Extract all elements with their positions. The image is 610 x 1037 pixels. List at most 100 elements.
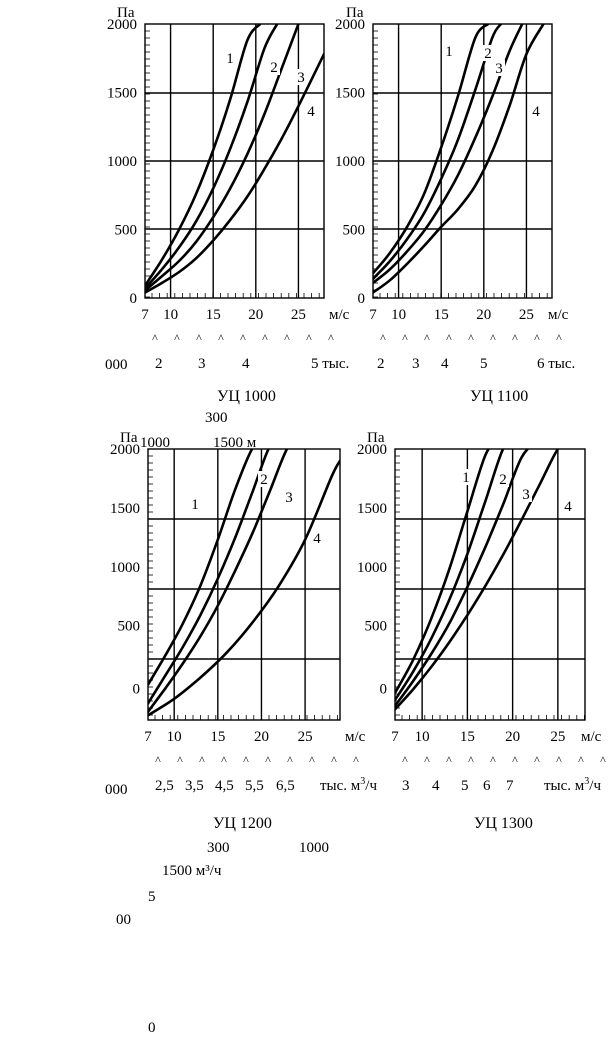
series-curve-2 bbox=[373, 24, 503, 281]
curve-label-bg bbox=[258, 471, 270, 487]
y-tick-label: 1500 bbox=[110, 501, 140, 517]
flow-tick-mark: ^ bbox=[265, 753, 271, 767]
curve-label-bg bbox=[493, 60, 505, 76]
x-tick-label: 20 bbox=[476, 307, 491, 323]
flow-axis-label: 2,5 bbox=[155, 778, 174, 794]
x-tick-label: 25 bbox=[550, 729, 565, 745]
flow-axis-label: тыс. м3/ч bbox=[320, 776, 377, 794]
curve-label-bg bbox=[443, 43, 455, 59]
y-axis-label: Па bbox=[367, 430, 385, 446]
curve-label-4: 4 bbox=[313, 531, 321, 547]
chart-title-uc1300: УЦ 1300 bbox=[474, 815, 533, 832]
curve-label-bg bbox=[520, 486, 532, 502]
y-tick-label: 500 bbox=[343, 223, 366, 239]
y-axis-label: Па bbox=[120, 430, 138, 446]
flow-tick-mark: ^ bbox=[306, 331, 312, 345]
flow-tick-mark: ^ bbox=[155, 753, 161, 767]
flow-tick-mark: ^ bbox=[490, 753, 496, 767]
curve-label-bg bbox=[460, 469, 472, 485]
flow-tick-mark: ^ bbox=[600, 753, 606, 767]
flow-tick-mark: ^ bbox=[177, 753, 183, 767]
y-tick-label: 1000 bbox=[335, 154, 365, 170]
series-curve-1 bbox=[395, 449, 491, 695]
y-tick-label: 1000 bbox=[107, 154, 137, 170]
curve-label-bg bbox=[311, 530, 323, 546]
curve-label-bg bbox=[305, 103, 317, 119]
series-curve-4 bbox=[148, 459, 340, 717]
flow-axis-label: 6,5 bbox=[276, 778, 295, 794]
curve-label-4: 4 bbox=[532, 104, 540, 120]
y-tick-label: 500 bbox=[115, 223, 138, 239]
series-curve-4 bbox=[395, 449, 560, 711]
flow-tick-mark: ^ bbox=[328, 331, 334, 345]
flow-tick-mark: ^ bbox=[402, 753, 408, 767]
series-curve-1 bbox=[148, 449, 254, 686]
curve-label-bg bbox=[530, 103, 542, 119]
flow-axis-label: 3 bbox=[402, 778, 410, 794]
stray-text: 300 bbox=[205, 410, 228, 426]
curve-label-1: 1 bbox=[226, 51, 234, 67]
chart-title-uc1000: УЦ 1000 bbox=[217, 388, 276, 405]
flow-tick-mark: ^ bbox=[221, 753, 227, 767]
x-tick-label: 20 bbox=[505, 729, 520, 745]
y-tick-label: 2000 bbox=[335, 17, 365, 33]
curve-label-bg bbox=[283, 489, 295, 505]
flow-axis-label: 2 bbox=[155, 356, 163, 372]
flow-axis-label: 4,5 bbox=[215, 778, 234, 794]
flow-tick-mark: ^ bbox=[284, 331, 290, 345]
stray-text: 1000 bbox=[140, 435, 170, 451]
x-tick-label: 10 bbox=[391, 307, 406, 323]
curve-label-2: 2 bbox=[499, 472, 507, 488]
series-curve-1 bbox=[373, 24, 490, 275]
flow-tick-mark: ^ bbox=[243, 753, 249, 767]
series-curve-2 bbox=[395, 449, 505, 702]
y-tick-label: 0 bbox=[380, 682, 388, 698]
curve-label-bg bbox=[189, 496, 201, 512]
x-tick-label: 15 bbox=[206, 307, 221, 323]
x-tick-label: 25 bbox=[291, 307, 306, 323]
series-curve-1 bbox=[145, 24, 262, 287]
y-tick-label: 2000 bbox=[357, 442, 387, 458]
flow-axis-label: 5 bbox=[461, 778, 469, 794]
x-tick-label: 10 bbox=[415, 729, 430, 745]
curve-label-2: 2 bbox=[270, 60, 278, 76]
series-curve-4 bbox=[373, 24, 545, 294]
flow-axis-label: 3 bbox=[198, 356, 206, 372]
curve-label-bg bbox=[497, 471, 509, 487]
x-tick-label: 20 bbox=[254, 729, 269, 745]
curve-label-bg bbox=[482, 45, 494, 61]
x-tick-label: 15 bbox=[460, 729, 475, 745]
x-tick-label: 7 bbox=[144, 729, 152, 745]
curve-label-3: 3 bbox=[285, 490, 293, 506]
y-tick-label: 2000 bbox=[107, 17, 137, 33]
flow-axis-label: тыс. м3/ч bbox=[544, 776, 601, 794]
flow-axis-label: 3,5 bbox=[185, 778, 204, 794]
x-tick-label: 7 bbox=[391, 729, 399, 745]
x-axis-label: м/с bbox=[345, 729, 366, 745]
flow-axis-label: 6 тыс. bbox=[537, 356, 575, 372]
flow-tick-mark: ^ bbox=[262, 331, 268, 345]
flow-axis-label: 3 bbox=[412, 356, 420, 372]
flow-tick-mark: ^ bbox=[287, 753, 293, 767]
y-tick-label: 0 bbox=[358, 291, 366, 307]
flow-tick-mark: ^ bbox=[556, 753, 562, 767]
flow-tick-mark: ^ bbox=[512, 753, 518, 767]
stray-text: 00 bbox=[116, 912, 131, 928]
x-tick-label: 15 bbox=[434, 307, 449, 323]
curve-label-2: 2 bbox=[484, 46, 492, 62]
stray-text: 1000 bbox=[299, 840, 329, 856]
stray-text: 5 bbox=[148, 889, 156, 905]
stray-text: 1500 м³/ч bbox=[162, 863, 222, 879]
curve-label-1: 1 bbox=[445, 44, 453, 60]
curve-label-1: 1 bbox=[191, 497, 199, 513]
flow-axis-label: 2 bbox=[377, 356, 385, 372]
y-tick-label: 0 bbox=[130, 291, 138, 307]
flow-tick-mark: ^ bbox=[174, 331, 180, 345]
x-tick-label: 10 bbox=[163, 307, 178, 323]
y-axis-label: Па bbox=[117, 5, 135, 21]
series-curve-2 bbox=[145, 24, 279, 290]
